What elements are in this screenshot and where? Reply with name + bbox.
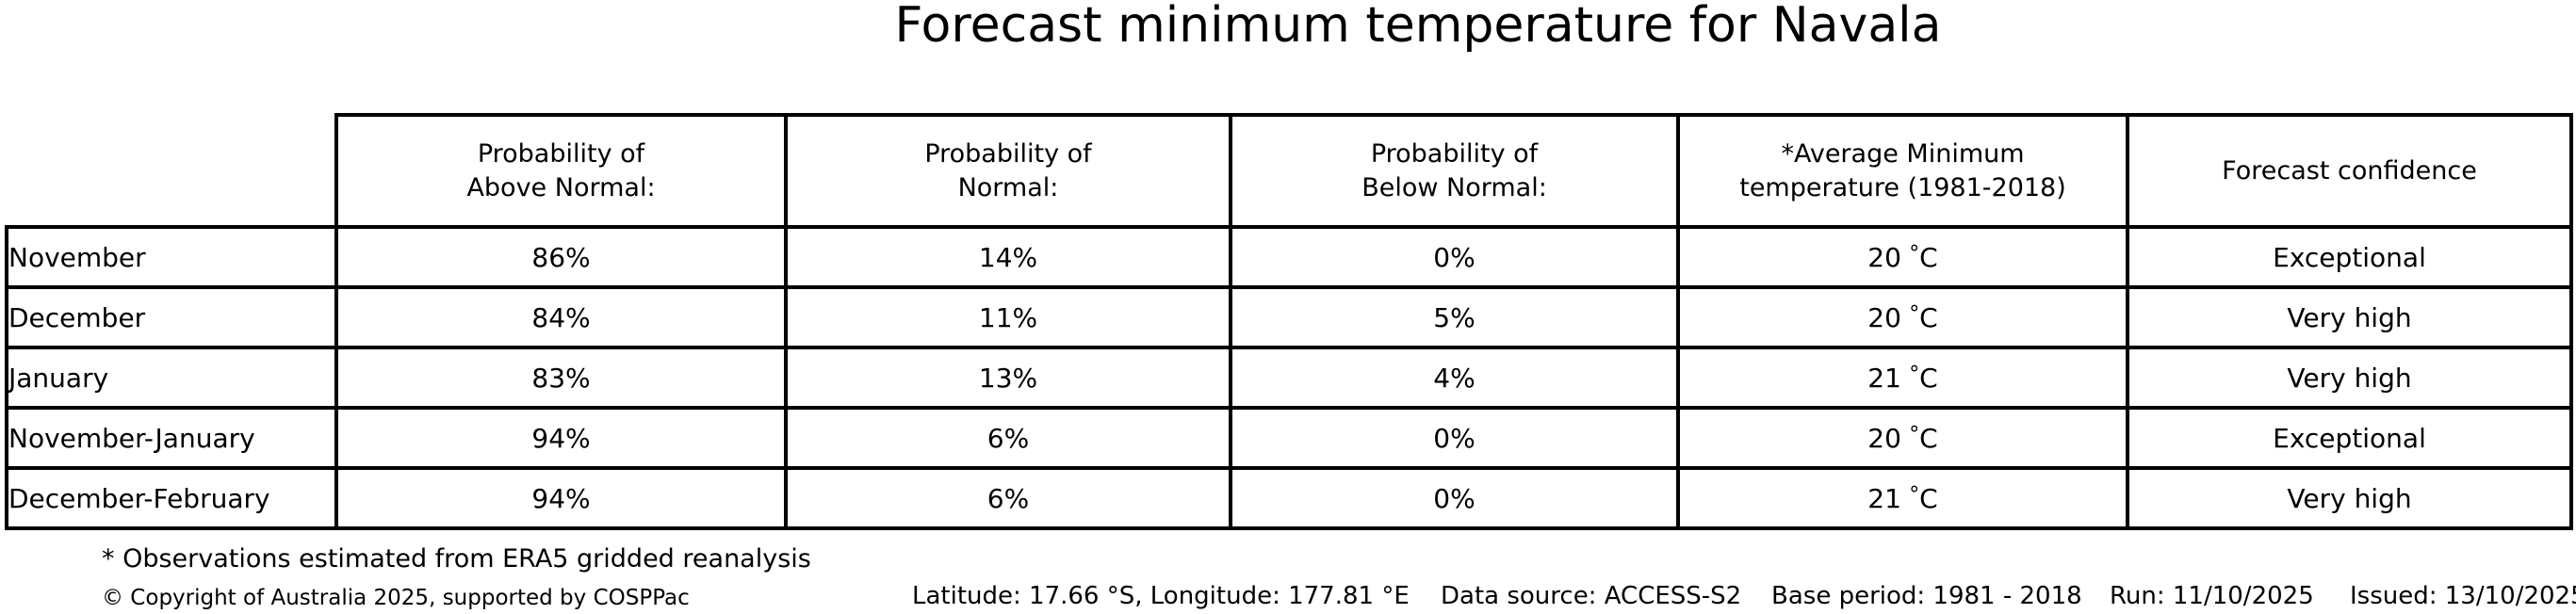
avg-min-temp-cell: 20 °C [1676,285,2129,349]
row-label: November [5,225,338,289]
base-period-text: Base period: 1981 - 2018 [1771,582,2082,610]
data-source-text: Data source: ACCESS-S2 [1441,582,1742,610]
col-header-avg-min-temp: *Average Minimum temperature (1981-2018) [1676,113,2129,229]
location-text: Latitude: 17.66 °S, Longitude: 177.81 °E [912,582,1410,610]
confidence-cell: Very high [2126,346,2573,410]
col-header-prob-normal: Probability of Normal: [784,113,1232,229]
avg-min-temp-cell: 20 °C [1676,406,2129,470]
table-row: January 83% 13% 4% 21 °C Very high [5,346,2573,410]
confidence-cell: Exceptional [2126,406,2573,470]
prob-below-cell: 5% [1229,285,1680,349]
avg-min-temp-cell: 20 °C [1676,225,2129,289]
avg-min-temp-cell: 21 °C [1676,466,2129,530]
table-row: December 84% 11% 5% 20 °C Very high [5,285,2573,349]
prob-below-cell: 0% [1229,225,1680,289]
table-row: November-January 94% 6% 0% 20 °C Exceptio… [5,406,2573,470]
prob-normal-cell: 6% [784,466,1232,530]
col-header-prob-above: Probability of Above Normal: [334,113,788,229]
confidence-cell: Very high [2126,466,2573,530]
temp-value: 21 [1867,362,1901,394]
table-body: November 86% 14% 0% 20 °C Exceptional Dec… [5,225,2573,530]
prob-normal-cell: 6% [784,406,1232,470]
copyright-text: © Copyright of Australia 2025, supported… [102,586,690,610]
row-label: January [5,346,338,410]
temp-unit-letter: C [1919,301,1938,333]
prob-above-cell: 94% [334,466,788,530]
degree-icon: ° [1909,482,1920,507]
temp-value: 20 [1867,301,1901,333]
confidence-cell: Very high [2126,285,2573,349]
table-row: November 86% 14% 0% 20 °C Exceptional [5,225,2573,289]
prob-below-cell: 0% [1229,406,1680,470]
run-date-text: Run: 11/10/2025 [2110,582,2314,610]
temp-value: 21 [1867,482,1901,514]
temp-unit-letter: C [1919,241,1938,273]
temp-value: 20 [1867,241,1901,273]
degree-icon: ° [1909,362,1920,386]
header-row: Probability of Above Normal: Probability… [7,113,2573,229]
prob-normal-cell: 14% [784,225,1232,289]
col-header-confidence: Forecast confidence [2126,113,2573,229]
prob-above-cell: 84% [334,285,788,349]
issued-date-text: Issued: 13/10/2025 [2350,582,2576,610]
prob-normal-cell: 13% [784,346,1232,410]
row-label: December-February [5,466,338,530]
degree-icon: ° [1909,301,1920,326]
degree-icon: ° [1909,241,1920,266]
forecast-table: Probability of Above Normal: Probability… [5,113,2573,530]
page-title: Forecast minimum temperature for Navala [894,0,1942,54]
prob-normal-cell: 11% [784,285,1232,349]
col-header-prob-below: Probability of Below Normal: [1229,113,1680,229]
temp-value: 20 [1867,422,1901,454]
degree-icon: ° [1909,422,1920,446]
avg-min-temp-cell: 21 °C [1676,346,2129,410]
footnote: * Observations estimated from ERA5 gridd… [102,544,811,574]
prob-above-cell: 94% [334,406,788,470]
row-label: December [5,285,338,349]
prob-below-cell: 4% [1229,346,1680,410]
confidence-cell: Exceptional [2126,225,2573,289]
temp-unit-letter: C [1919,422,1938,454]
prob-below-cell: 0% [1229,466,1680,530]
prob-above-cell: 83% [334,346,788,410]
temp-unit-letter: C [1919,362,1938,394]
temp-unit-letter: C [1919,482,1938,514]
prob-above-cell: 86% [334,225,788,289]
row-label: November-January [5,406,338,470]
corner-cell [7,115,336,227]
table-row: December-February 94% 6% 0% 21 °C Very hi… [5,466,2573,530]
